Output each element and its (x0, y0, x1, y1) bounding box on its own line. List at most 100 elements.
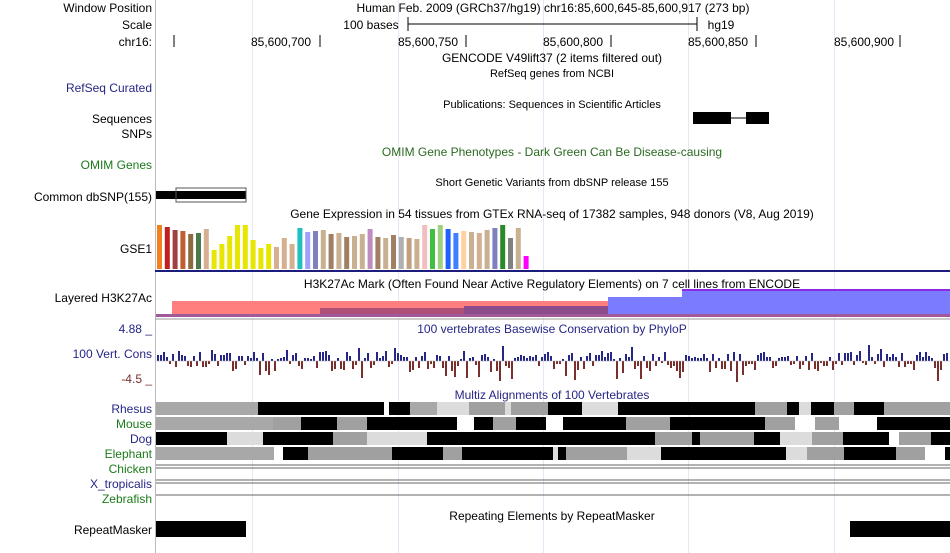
multiz-block (694, 402, 727, 415)
multiz-block (252, 417, 273, 430)
cons-bar-negative (907, 361, 909, 364)
multiz-block (812, 432, 843, 445)
cons-bar-positive (943, 354, 945, 361)
cons-bar-positive (526, 358, 528, 361)
cons-bar-positive (718, 358, 720, 361)
cons-bar-negative (235, 361, 237, 369)
multiz-block (410, 402, 437, 415)
repeat-track-label[interactable]: RepeatMasker (73, 523, 152, 537)
cons-bar-positive (415, 357, 417, 361)
cons-bar-negative (715, 361, 717, 368)
multiz-block (799, 402, 811, 415)
gtex-tissue-bar (289, 244, 295, 269)
multiz-block (751, 447, 763, 460)
multiz-block (511, 402, 548, 415)
cons-bar-positive (286, 350, 288, 361)
cons-bar-positive (550, 356, 552, 361)
multiz-block (263, 432, 303, 445)
cons-bar-positive (805, 356, 807, 361)
cons-bar-negative (934, 361, 936, 368)
cons-bar-positive (625, 354, 627, 361)
multiz-block (341, 402, 362, 415)
cons-bar-positive (271, 359, 273, 361)
multiz-block (283, 447, 293, 460)
gtex-tissue-bar (359, 234, 365, 269)
sequence-block (746, 112, 769, 124)
cons-bar-negative (910, 361, 912, 364)
multiz-block (156, 447, 192, 460)
cons-bar-negative (802, 361, 804, 365)
cons-bar-positive (778, 358, 780, 361)
sequences-track-label[interactable]: Sequences (91, 112, 152, 126)
cons-bar-negative (289, 361, 291, 364)
h3k27ac-band (682, 290, 950, 317)
gencode-track-title[interactable]: GENCODE V49lift37 (2 items filtered out) (441, 51, 663, 65)
multiz-block (333, 432, 367, 445)
gtex-tissue-bar (523, 256, 529, 269)
cons-bar-negative (622, 361, 624, 373)
multiz-block (877, 417, 904, 430)
cons-bar-negative (634, 361, 636, 369)
cons-bar-negative (832, 361, 834, 370)
gtex-track-label[interactable]: GSE1 (119, 242, 152, 256)
cons-bar-positive (739, 354, 741, 361)
cons-max-label: 4.88 _ (118, 322, 152, 336)
cons-bar-positive (277, 359, 279, 361)
species-label-zebrafish[interactable]: Zebrafish (101, 492, 152, 506)
cons-bar-positive (688, 356, 690, 361)
cons-bar-positive (220, 355, 222, 361)
multiz-block (941, 417, 950, 430)
scale-label: Scale (121, 18, 152, 32)
multiz-block (156, 417, 165, 430)
multiz-block (843, 432, 880, 445)
cons-bar-negative (862, 361, 864, 363)
species-label-dog[interactable]: Dog (129, 432, 152, 446)
species-label-mouse[interactable]: Mouse (115, 417, 152, 431)
refseq-track-label[interactable]: RefSeq Curated (65, 81, 152, 95)
multiz-block (742, 447, 751, 460)
cons-bar-negative (940, 361, 942, 370)
cons-bar-positive (619, 358, 621, 361)
scale-assembly: hg19 (707, 18, 735, 32)
cons-bar-positive (925, 352, 927, 361)
dbsnp-track-label[interactable]: Common dbSNP(155) (33, 190, 152, 204)
multiz-block (340, 447, 362, 460)
cons-bar-negative (466, 361, 468, 378)
cons-bar-negative (355, 361, 357, 365)
cons-track-label[interactable]: 100 Vert. Cons (72, 347, 152, 361)
species-label-elephant[interactable]: Elephant (104, 447, 152, 461)
cons-bar-negative (274, 361, 276, 371)
cons-bar-negative (175, 361, 177, 367)
gtex-tissue-bar (430, 229, 435, 269)
cons-bar-positive (901, 353, 903, 361)
species-label-x-tropicalis[interactable]: X_tropicalis (89, 477, 152, 491)
cons-bar-positive (601, 351, 603, 361)
multiz-block (780, 432, 812, 445)
cons-bar-negative (667, 361, 669, 365)
dbsnp-outline (175, 187, 247, 203)
snps-track-label[interactable]: SNPs (121, 127, 152, 141)
cons-bar-positive (652, 354, 654, 361)
cons-bar-positive (781, 357, 783, 361)
gtex-tissue-bar (422, 225, 428, 269)
cons-bar-negative (190, 361, 192, 367)
cons-bar-positive (931, 358, 933, 361)
cons-bar-positive (916, 355, 918, 361)
multiz-block (367, 417, 400, 430)
omim-track-label[interactable]: OMIM Genes (80, 158, 152, 172)
multiz-block (704, 417, 733, 430)
cons-bar-positive (604, 357, 606, 361)
multiz-block (502, 432, 534, 445)
multiz-block (582, 402, 618, 415)
species-label-rhesus[interactable]: Rhesus (111, 402, 152, 416)
cons-bar-positive (181, 355, 183, 361)
gtex-tissue-bar (508, 238, 513, 269)
cons-bar-negative (370, 361, 372, 368)
coordinate-tick-label: 85,600,800 (542, 35, 604, 49)
h3k27ac-track-label[interactable]: Layered H3K27Ac (54, 291, 152, 305)
species-label-chicken[interactable]: Chicken (108, 462, 152, 476)
cons-bar-positive (727, 354, 729, 361)
multiz-block (945, 447, 950, 460)
multiz-block (489, 447, 496, 460)
